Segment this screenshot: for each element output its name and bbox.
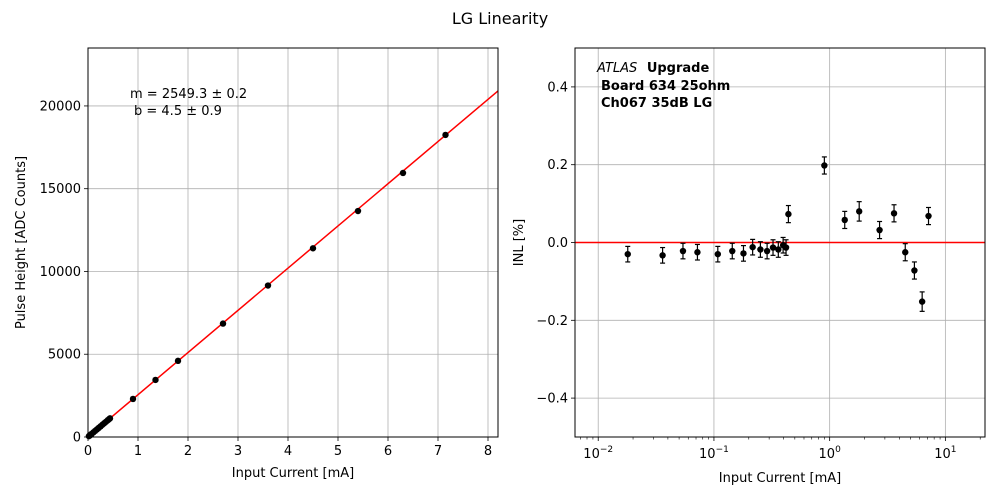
y-tick-label: 10000 xyxy=(40,265,81,280)
data-point xyxy=(740,250,747,257)
data-point xyxy=(729,247,736,255)
figure-title: LG Linearity xyxy=(452,9,548,28)
y-tick-label: 5000 xyxy=(48,348,81,363)
experiment-label: ATLAS Upgrade xyxy=(596,61,709,76)
y-tick-label: 20000 xyxy=(40,99,81,114)
x-tick-label: 5 xyxy=(334,444,342,459)
data-point xyxy=(309,245,317,252)
data-point xyxy=(264,282,272,289)
upgrade-label: Upgrade xyxy=(647,61,710,76)
data-points xyxy=(624,156,932,312)
y-tick-label: 15000 xyxy=(40,182,81,197)
data-point xyxy=(106,415,114,422)
x-tick-label: 0 xyxy=(84,444,92,459)
atlas-label: ATLAS xyxy=(596,61,637,76)
x-tick-label: 100 xyxy=(819,445,842,462)
data-point xyxy=(769,244,777,251)
data-point xyxy=(911,267,918,274)
x-tick-label: 6 xyxy=(384,444,392,459)
axes-frame xyxy=(574,47,986,438)
data-point xyxy=(918,298,926,305)
data-point xyxy=(821,162,828,169)
linearity-plot: 0 1 2 3 4 5 6 7 8 0 5000 10000 15000 20000 m = 2549.3… xyxy=(14,47,499,481)
grid xyxy=(87,48,498,438)
fit-line xyxy=(87,90,499,438)
y-tick-label: −0.2 xyxy=(536,314,568,329)
x-tick-label: 4 xyxy=(284,444,292,459)
data-point xyxy=(714,250,722,258)
fit-intercept-annotation: b = 4.5 ± 0.9 xyxy=(134,104,222,119)
data-point xyxy=(876,226,883,234)
data-point xyxy=(174,357,182,365)
x-tick-label: 101 xyxy=(934,445,956,462)
x-tick-label: 7 xyxy=(434,444,442,459)
y-tick-label: 0 xyxy=(73,431,81,446)
x-tick-label: 10−2 xyxy=(583,445,613,462)
fit-line-segment xyxy=(87,90,499,438)
data-point xyxy=(757,246,764,253)
data-point xyxy=(152,376,159,384)
data-point xyxy=(749,243,756,251)
fit-slope-annotation: m = 2549.3 ± 0.2 xyxy=(130,87,247,102)
inl-plot: 10−2 10−1 100 101 −0.4 −0.2 0.0 0.2 0.4 ATLAS Up… xyxy=(512,47,986,486)
y-tick-label: 0.0 xyxy=(547,236,568,251)
y-tick-label: 0.2 xyxy=(547,158,568,173)
x-tick-label: 1 xyxy=(134,444,142,459)
board-label: Board 634 25ohm xyxy=(601,79,730,94)
data-point xyxy=(785,210,792,218)
data-point xyxy=(841,216,848,224)
axes-frame xyxy=(87,47,499,438)
data-point xyxy=(659,252,666,259)
x-axis-label: Input Current [mA] xyxy=(232,466,354,481)
data-point xyxy=(855,208,863,215)
data-point xyxy=(624,250,631,258)
x-tick-label: 3 xyxy=(234,444,242,459)
data-point xyxy=(902,249,909,256)
tick-labels: 10−2 10−1 100 101 −0.4 −0.2 0.0 0.2 0.4 xyxy=(536,80,981,462)
data-point xyxy=(219,320,227,327)
data-point xyxy=(775,246,782,253)
channel-label: Ch067 35dB LG xyxy=(601,96,712,111)
x-tick-label: 10−1 xyxy=(699,445,729,462)
data-point xyxy=(354,207,362,215)
x-axis-label: Input Current [mA] xyxy=(719,471,841,486)
x-tick-label: 8 xyxy=(484,444,492,459)
data-point xyxy=(763,247,771,255)
data-point xyxy=(399,169,407,177)
data-point xyxy=(782,244,790,251)
tick-labels: 0 1 2 3 4 5 6 7 8 0 5000 10000 15000 20000 xyxy=(40,99,493,459)
y-axis-label: INL [%] xyxy=(512,219,527,266)
data-point xyxy=(442,131,449,139)
x-tick-label: 2 xyxy=(184,444,192,459)
data-point xyxy=(129,395,137,403)
y-axis-label: Pulse Height [ADC Counts] xyxy=(14,156,29,329)
data-point xyxy=(925,212,932,220)
data-point xyxy=(890,210,898,217)
data-point xyxy=(679,247,687,255)
y-tick-label: 0.4 xyxy=(547,80,568,95)
data-point xyxy=(694,249,701,256)
y-tick-label: −0.4 xyxy=(536,392,568,407)
